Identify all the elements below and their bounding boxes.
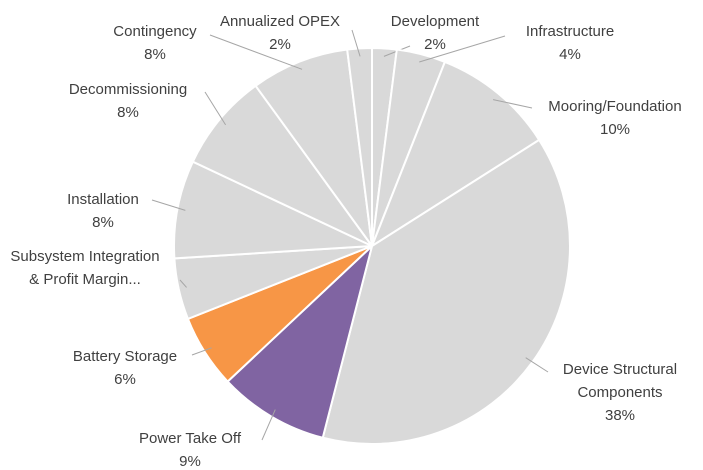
leader-line (151, 199, 186, 211)
category-label: Development (390, 13, 480, 30)
value-label: 38% (604, 407, 636, 424)
slice-label: Infrastructure 4% (505, 20, 635, 66)
value-label: 10% (599, 121, 631, 138)
value-label: 8% (92, 214, 114, 231)
leader-line (419, 35, 506, 63)
category-label: Decommissioning (68, 81, 188, 98)
category-label: Battery Storage (72, 348, 178, 365)
value-label: 9% (179, 453, 201, 470)
leader-line (525, 357, 549, 373)
category-label: Contingency (113, 23, 197, 40)
pie-slice (254, 48, 373, 247)
slice-label: Contingency 8% (95, 20, 215, 66)
pie-slice (191, 84, 373, 247)
slice-label: Installation 8% (33, 188, 173, 234)
leader-line (204, 91, 227, 126)
pie-slice (346, 46, 373, 247)
pie-slice (369, 60, 541, 249)
value-label: 2% (424, 36, 446, 53)
pie-slice (173, 160, 373, 260)
slice-label: Decommissioning 8% (48, 78, 208, 124)
leader-line (261, 409, 276, 441)
slice-label: Power Take Off 9% (125, 427, 255, 470)
category-label: Installation (67, 191, 139, 208)
leader-line (493, 99, 533, 109)
category-label: Mooring/Foundation (548, 98, 682, 115)
slice-label: Development 2% (375, 10, 495, 56)
value-label: 8% (117, 104, 139, 121)
slice-label: Annualized OPEX 2% (205, 10, 355, 56)
slice-label: Subsystem Integration & Profit Margin... (10, 245, 160, 291)
slice-label: Device Structural Components 38% (545, 358, 695, 427)
pie-slice (226, 242, 374, 439)
slice-label: Battery Storage 6% (55, 345, 195, 391)
leader-line (191, 347, 212, 356)
category-label: Power Take Off (139, 430, 241, 447)
leader-line (351, 29, 361, 57)
slice-label: Mooring/Foundation 10% (530, 95, 700, 141)
value-label: 4% (559, 46, 581, 63)
category-label: Annualized OPEX (219, 13, 341, 30)
value-label: 6% (114, 371, 136, 388)
value-label: 8% (144, 46, 166, 63)
category-label: Subsystem Integration & Profit Margin... (10, 248, 160, 288)
value-label: 2% (269, 36, 291, 53)
leader-line (179, 279, 187, 288)
category-label: Infrastructure (525, 23, 615, 40)
leader-line (209, 34, 303, 70)
category-label: Device Structural Components (562, 361, 678, 401)
